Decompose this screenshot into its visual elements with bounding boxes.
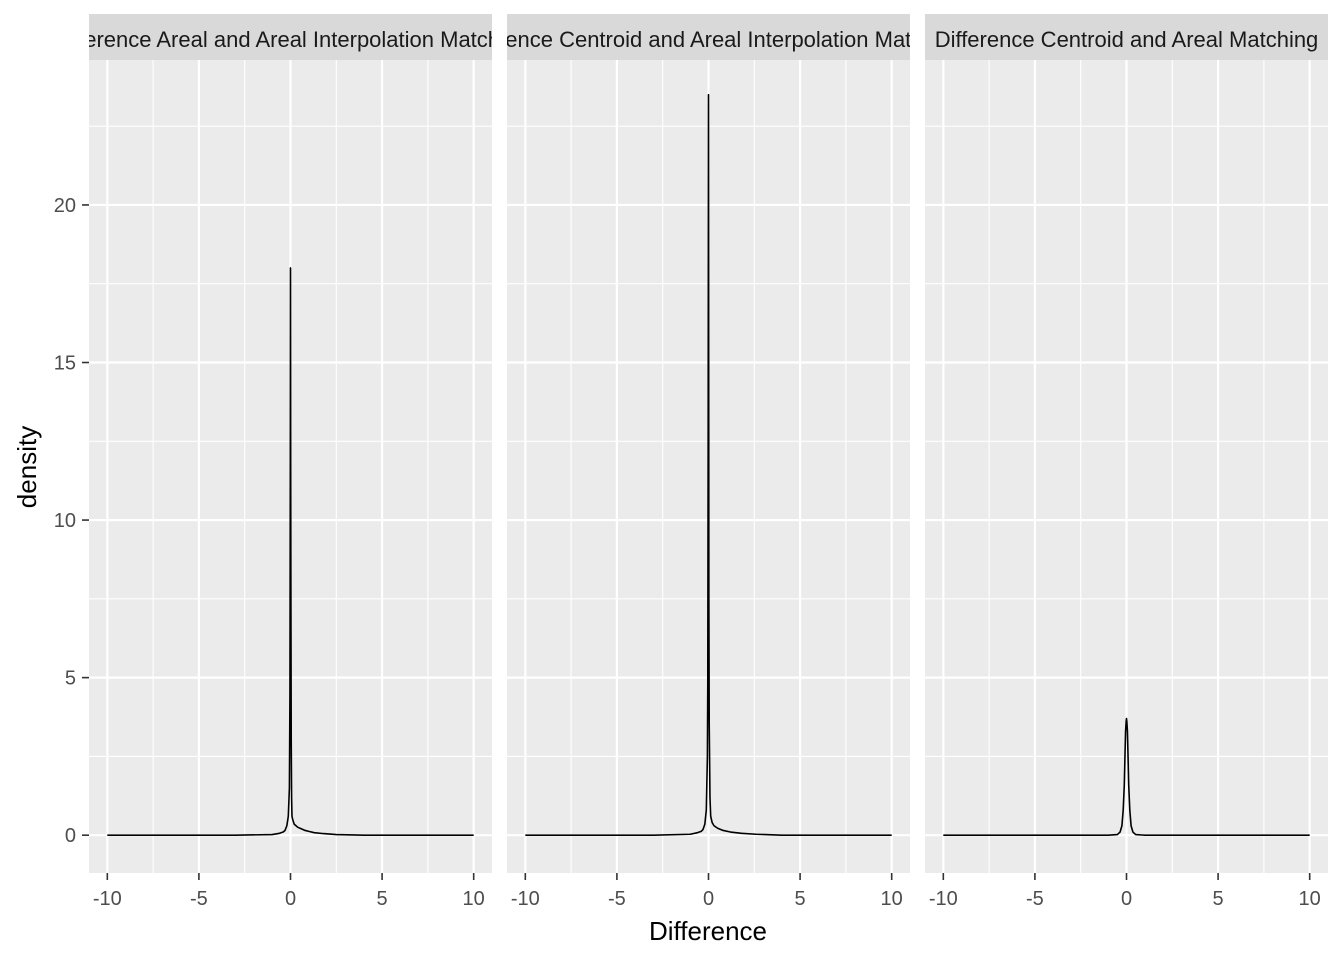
x-axis-title: Difference — [649, 916, 767, 946]
density-line — [107, 267, 474, 836]
x-tick-label: 0 — [1121, 888, 1132, 910]
density-line — [943, 717, 1310, 836]
density-line — [525, 93, 892, 836]
y-tick-label: 5 — [65, 668, 76, 690]
facet-strip — [89, 14, 492, 60]
x-tick-label: 0 — [703, 888, 714, 910]
y-axis: 0 5 10 15 20 — [54, 195, 89, 847]
facet-strip — [507, 14, 910, 60]
facet-strip — [925, 14, 1328, 60]
facet-panel-2: Difference Centroid and Areal Interpolat… — [453, 14, 964, 910]
panels-layer: Difference Areal and Areal Interpolation… — [52, 14, 1328, 910]
x-tick-label: -10 — [93, 888, 122, 910]
x-tick-label: -10 — [511, 888, 540, 910]
x-tick-label: 5 — [795, 888, 806, 910]
x-tick-label: -5 — [1026, 888, 1044, 910]
x-tick-label: 10 — [1299, 888, 1321, 910]
x-tick-label: 5 — [1213, 888, 1224, 910]
x-tick-label: 10 — [463, 888, 485, 910]
y-tick-label: 15 — [54, 353, 76, 375]
facet-panel-1: Difference Areal and Areal Interpolation… — [52, 14, 530, 910]
x-tick-label: -10 — [929, 888, 958, 910]
y-axis-title: density — [12, 426, 42, 508]
facet-label: Difference Areal and Areal Interpolation… — [52, 27, 530, 52]
facet-label: Difference Centroid and Areal Interpolat… — [453, 27, 964, 52]
y-tick-label: 0 — [65, 825, 76, 847]
x-tick-label: 5 — [377, 888, 388, 910]
x-tick-label: -5 — [190, 888, 208, 910]
y-tick-label: 20 — [54, 195, 76, 217]
x-tick-label: 0 — [285, 888, 296, 910]
y-tick-label: 10 — [54, 510, 76, 532]
facet-label: Difference Centroid and Areal Matching — [935, 27, 1319, 52]
x-tick-label: -5 — [608, 888, 626, 910]
x-tick-label: 10 — [881, 888, 903, 910]
facet-panel-3: Difference Centroid and Areal Matching -1… — [925, 14, 1328, 910]
